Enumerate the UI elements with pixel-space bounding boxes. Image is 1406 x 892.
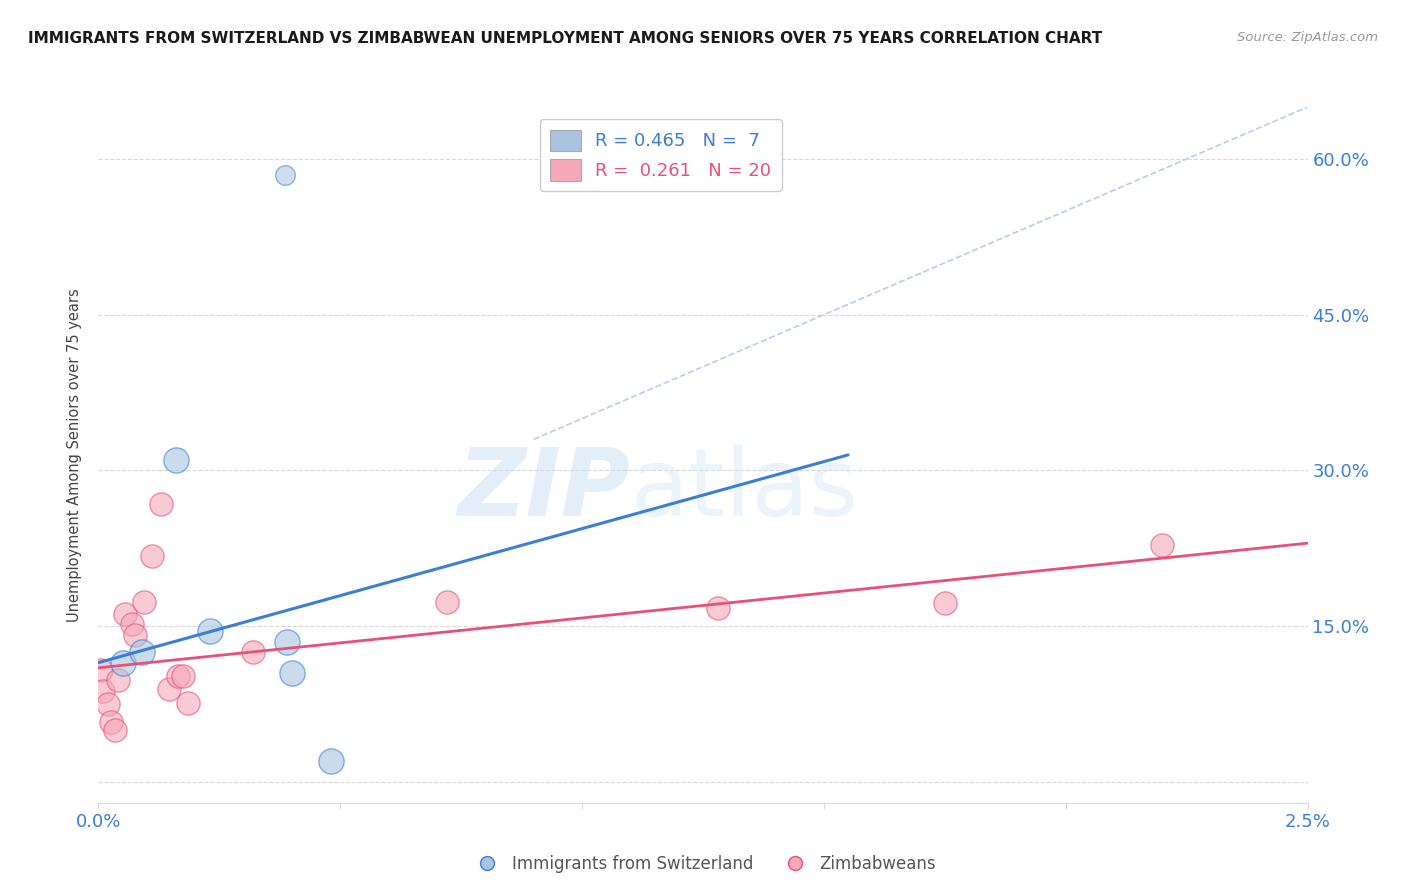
- Legend: Immigrants from Switzerland, Zimbabweans: Immigrants from Switzerland, Zimbabweans: [463, 848, 943, 880]
- Point: [121, 617, 143, 632]
- Point: [165, 453, 187, 467]
- Point: [114, 607, 136, 621]
- Point: [150, 497, 173, 511]
- Point: [141, 549, 163, 563]
- Point: [198, 624, 221, 639]
- Text: ZIP: ZIP: [457, 443, 630, 536]
- Point: [97, 697, 120, 711]
- Point: [107, 673, 129, 688]
- Point: [319, 754, 342, 768]
- Point: [706, 600, 728, 615]
- Text: atlas: atlas: [630, 443, 859, 536]
- Y-axis label: Unemployment Among Seniors over 75 years: Unemployment Among Seniors over 75 years: [67, 288, 83, 622]
- Point: [934, 596, 956, 610]
- Point: [281, 665, 304, 680]
- Point: [134, 595, 156, 609]
- Point: [104, 723, 127, 738]
- Point: [167, 669, 190, 683]
- Point: [131, 645, 153, 659]
- Text: IMMIGRANTS FROM SWITZERLAND VS ZIMBABWEAN UNEMPLOYMENT AMONG SENIORS OVER 75 YEA: IMMIGRANTS FROM SWITZERLAND VS ZIMBABWEA…: [28, 31, 1102, 46]
- Point: [436, 595, 458, 609]
- Text: Source: ZipAtlas.com: Source: ZipAtlas.com: [1237, 31, 1378, 45]
- Point: [177, 696, 200, 710]
- Point: [242, 645, 264, 659]
- Legend: R = 0.465   N =  7, R =  0.261   N = 20: R = 0.465 N = 7, R = 0.261 N = 20: [540, 120, 782, 191]
- Point: [273, 168, 295, 182]
- Point: [111, 656, 134, 670]
- Point: [100, 714, 122, 729]
- Point: [90, 663, 112, 677]
- Point: [172, 669, 194, 683]
- Point: [276, 635, 298, 649]
- Point: [157, 681, 180, 696]
- Point: [124, 627, 146, 641]
- Point: [91, 683, 114, 698]
- Point: [1152, 538, 1174, 552]
